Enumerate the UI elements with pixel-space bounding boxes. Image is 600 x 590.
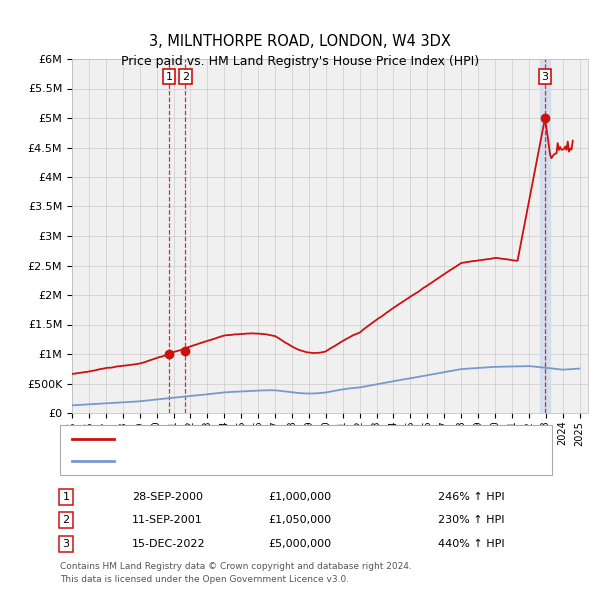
Text: 2: 2: [62, 516, 70, 525]
Text: 230% ↑ HPI: 230% ↑ HPI: [438, 516, 505, 525]
Text: HPI: Average price, detached house, Hounslow: HPI: Average price, detached house, Houn…: [120, 456, 364, 466]
Text: 3, MILNTHORPE ROAD, LONDON, W4 3DX (detached house): 3, MILNTHORPE ROAD, LONDON, W4 3DX (deta…: [120, 434, 430, 444]
Text: 2: 2: [182, 72, 189, 81]
Text: 3: 3: [542, 72, 548, 81]
Bar: [540, 59, 550, 413]
Text: Contains HM Land Registry data © Crown copyright and database right 2024.: Contains HM Land Registry data © Crown c…: [60, 562, 412, 571]
Text: This data is licensed under the Open Government Licence v3.0.: This data is licensed under the Open Gov…: [60, 575, 349, 584]
Text: £1,000,000: £1,000,000: [268, 492, 332, 502]
Text: 1: 1: [62, 492, 70, 502]
Text: 15-DEC-2022: 15-DEC-2022: [132, 539, 206, 549]
Text: 28-SEP-2000: 28-SEP-2000: [132, 492, 203, 502]
Text: 3: 3: [62, 539, 70, 549]
Text: 3, MILNTHORPE ROAD, LONDON, W4 3DX: 3, MILNTHORPE ROAD, LONDON, W4 3DX: [149, 34, 451, 49]
Text: 246% ↑ HPI: 246% ↑ HPI: [438, 492, 505, 502]
Text: 1: 1: [166, 72, 173, 81]
Text: 11-SEP-2001: 11-SEP-2001: [132, 516, 203, 525]
Text: £5,000,000: £5,000,000: [268, 539, 332, 549]
Text: Price paid vs. HM Land Registry's House Price Index (HPI): Price paid vs. HM Land Registry's House …: [121, 55, 479, 68]
Text: 440% ↑ HPI: 440% ↑ HPI: [438, 539, 505, 549]
Text: £1,050,000: £1,050,000: [268, 516, 332, 525]
